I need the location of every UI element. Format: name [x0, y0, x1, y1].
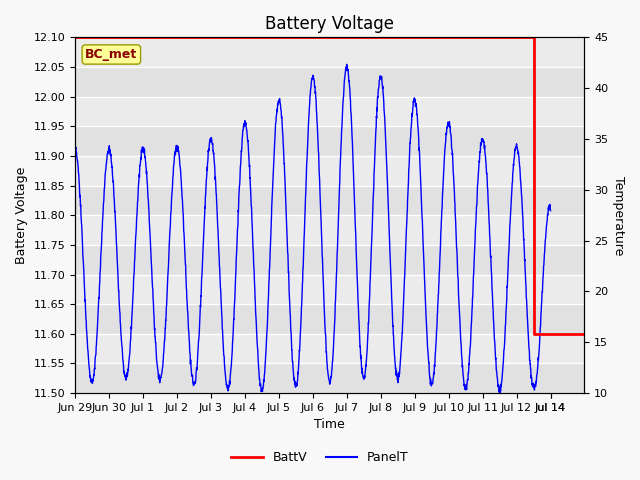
- Legend: BattV, PanelT: BattV, PanelT: [227, 446, 413, 469]
- Title: Battery Voltage: Battery Voltage: [265, 15, 394, 33]
- Bar: [75, 304, 584, 334]
- X-axis label: Time: Time: [314, 419, 345, 432]
- Text: BC_met: BC_met: [85, 48, 138, 61]
- Bar: [75, 126, 584, 156]
- Y-axis label: Temperature: Temperature: [612, 176, 625, 255]
- Bar: [75, 67, 584, 96]
- Bar: [75, 245, 584, 275]
- Bar: [75, 363, 584, 393]
- Y-axis label: Battery Voltage: Battery Voltage: [15, 167, 28, 264]
- Bar: [75, 186, 584, 215]
